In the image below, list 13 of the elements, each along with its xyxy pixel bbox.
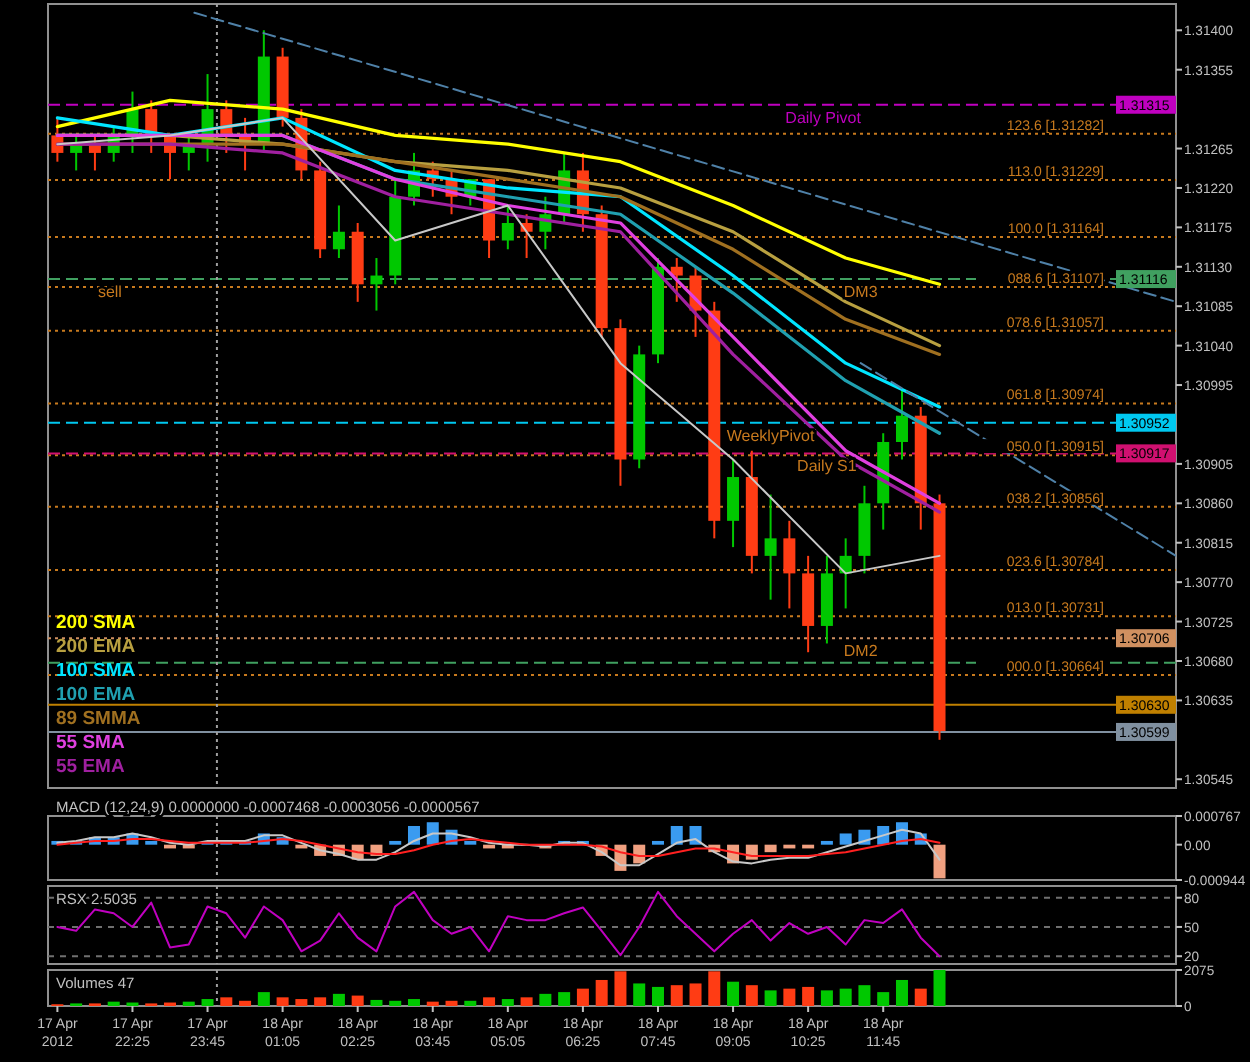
- annotation: DM3: [843, 283, 879, 302]
- text: 200 EMA: [56, 636, 136, 658]
- text: 100 EMA: [56, 684, 136, 706]
- text: 89 SMMA: [56, 708, 141, 730]
- text: 55 EMA: [56, 756, 125, 778]
- text: 55 SMA: [56, 732, 125, 754]
- annotation: DM2: [843, 642, 879, 661]
- text: 100 SMA: [56, 660, 136, 682]
- annotation: Daily Pivot: [785, 108, 863, 127]
- annotation: sell: [97, 283, 123, 302]
- annotation: WeeklyPivot: [726, 426, 817, 445]
- text: 200 SMA: [56, 612, 136, 634]
- annotation: Daily S1: [797, 457, 858, 476]
